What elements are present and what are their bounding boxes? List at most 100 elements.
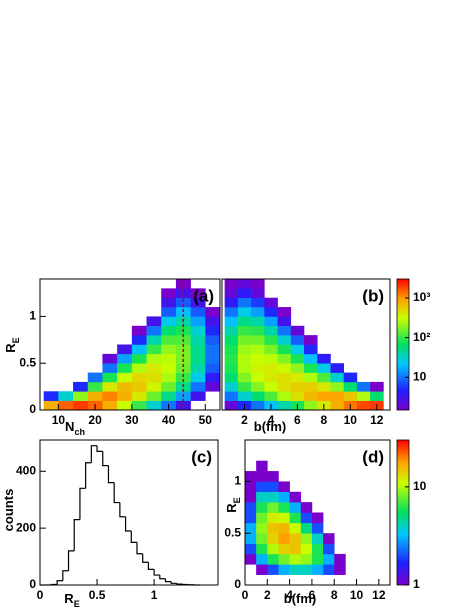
heatmap-cell [205,363,221,373]
histogram-bin [170,581,177,584]
heatmap-cell [237,363,252,373]
histogram-bin [119,502,126,518]
axis-title: Nch [65,419,85,437]
heatmap-cell [277,381,292,392]
histogram-bin [176,583,183,585]
heatmap-cell [289,512,302,524]
heatmap-cell [224,344,239,355]
heatmap-cell [277,400,292,411]
heatmap-cell [256,512,268,524]
heatmap-cell [290,325,305,336]
heatmap-cell [224,400,239,411]
heatmap-cell [356,400,371,411]
heatmap-cell [237,316,252,327]
x-tick-label: 12 [370,413,384,427]
heatmap-cell [289,491,302,503]
heatmap-cell [251,307,265,317]
heatmap-cell [251,316,265,327]
heatmap-cell [131,391,147,401]
histogram-bin [136,542,143,555]
heatmap-cell [43,391,59,401]
heatmap-cell [131,353,147,364]
heatmap-cell [304,353,318,364]
heatmap-cell [87,381,103,392]
heatmap-cell [267,543,279,555]
heatmap-cell [237,353,252,364]
heatmap-cell [343,372,358,383]
axis-title-main: R [224,503,239,513]
heatmap-cell [264,353,278,364]
heatmap-cell [146,372,162,383]
histogram-bin [113,482,120,504]
heatmap-cell [278,564,290,575]
plot-frame [221,278,391,411]
heatmap-cell [300,543,313,555]
heatmap-cell [256,533,268,544]
heatmap-cell [251,381,265,392]
heatmap-cell [330,391,345,401]
heatmap-cell [224,391,239,401]
heatmap-cell [317,372,331,383]
heatmap-cell [289,564,302,575]
heatmap-cell [264,307,278,317]
heatmap-cell [161,307,177,317]
heatmap-cell [131,400,147,411]
heatmap-cell [237,335,252,345]
heatmap-cell [190,344,206,355]
heatmap-cell [245,553,257,565]
heatmap-cell [290,335,305,345]
heatmap-cell [267,502,279,513]
heatmap-cell [237,297,252,308]
heatmap-cell [146,400,162,411]
heatmap-cell [304,344,318,355]
heatmap-cell [190,297,206,308]
heatmap-cell [245,502,257,513]
heatmap-cell [131,344,147,355]
heatmap-cell [256,481,268,493]
y-tick-label: 200 [16,520,36,534]
heatmap-cell [161,363,177,373]
heatmap-cell [224,335,239,345]
x-tick-label: 0 [37,588,44,602]
axis-title-main: b(fm) [254,419,287,434]
heatmap-cell [161,335,177,345]
heatmap-cell [304,363,318,373]
heatmap-cell [245,522,257,534]
heatmap-cell [256,522,268,534]
colorbar-tick-label: 10³ [413,290,430,304]
heatmap-cell [300,564,313,575]
x-tick-label: 50 [199,413,213,427]
histogram-bin [96,445,103,452]
heatmap-cell [161,316,177,327]
heatmap-cell [251,297,265,308]
panel [245,460,346,575]
heatmap-cell [190,353,206,364]
axis-title-main: R [3,343,18,353]
heatmap-cell [190,372,206,383]
heatmap-cell [300,522,313,534]
heatmap-cell [146,344,162,355]
heatmap-cell [300,533,313,544]
heatmap-cell [304,381,318,392]
heatmap-cell [205,307,221,317]
heatmap-cell [311,553,324,565]
y-tick-label: 0 [234,577,241,591]
heatmap-cell [73,400,89,411]
heatmap-cell [323,533,335,544]
heatmap-cell [304,335,318,345]
histogram-bin [73,519,80,551]
histogram-bin [90,445,98,463]
heatmap-cell [264,381,278,392]
heatmap-cell [161,344,177,355]
heatmap-cell [251,279,265,289]
panel [43,279,221,411]
heatmap-cell [256,502,268,513]
heatmap-cell [256,491,268,503]
heatmap-cell [205,325,221,336]
heatmap-cell [370,391,384,401]
heatmap-cell [43,400,59,411]
heatmap-cell [190,288,206,299]
heatmap-cell [277,307,292,317]
x-tick-label: 10 [344,413,358,427]
axis-title-main: b(fm) [284,591,317,606]
